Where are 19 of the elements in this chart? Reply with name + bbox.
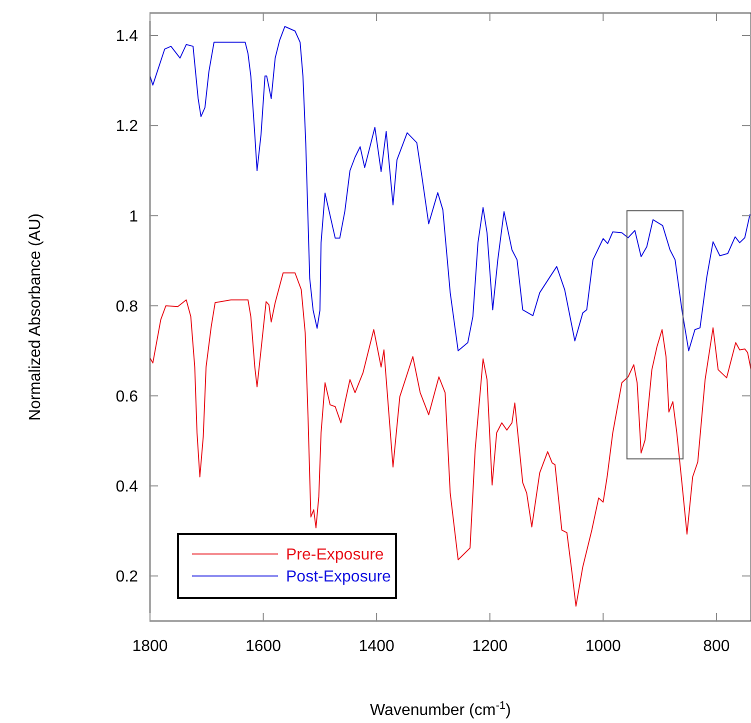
y-tick-label: 1.2 bbox=[116, 118, 138, 136]
text: Pre-Exposure bbox=[286, 546, 384, 564]
x-tick-label: 800 bbox=[703, 638, 730, 655]
y-tick-label: 1 bbox=[129, 208, 138, 226]
y-tick-label: 0.6 bbox=[116, 388, 138, 406]
x-tick-label: 1000 bbox=[585, 638, 622, 655]
y-tick-label: 0.2 bbox=[116, 568, 138, 586]
x-tick-label: 1800 bbox=[132, 638, 168, 655]
line-series bbox=[150, 272, 751, 607]
y-axis-title: Normalized Absorbance (AU) bbox=[27, 213, 44, 421]
text: Post-Exposure bbox=[286, 568, 392, 586]
x-tick-label: 1400 bbox=[358, 638, 394, 655]
y-tick-label: 1.4 bbox=[116, 28, 138, 46]
y-tick-label: 0.8 bbox=[116, 298, 138, 316]
line-series bbox=[150, 26, 750, 352]
y-tick-label: 0.4 bbox=[116, 478, 138, 496]
x-axis-title: Wavenumber (cm$^{-1}$) bbox=[370, 700, 511, 719]
x-tick-label: 1600 bbox=[245, 638, 282, 655]
x-tick-label: 1200 bbox=[472, 638, 508, 655]
